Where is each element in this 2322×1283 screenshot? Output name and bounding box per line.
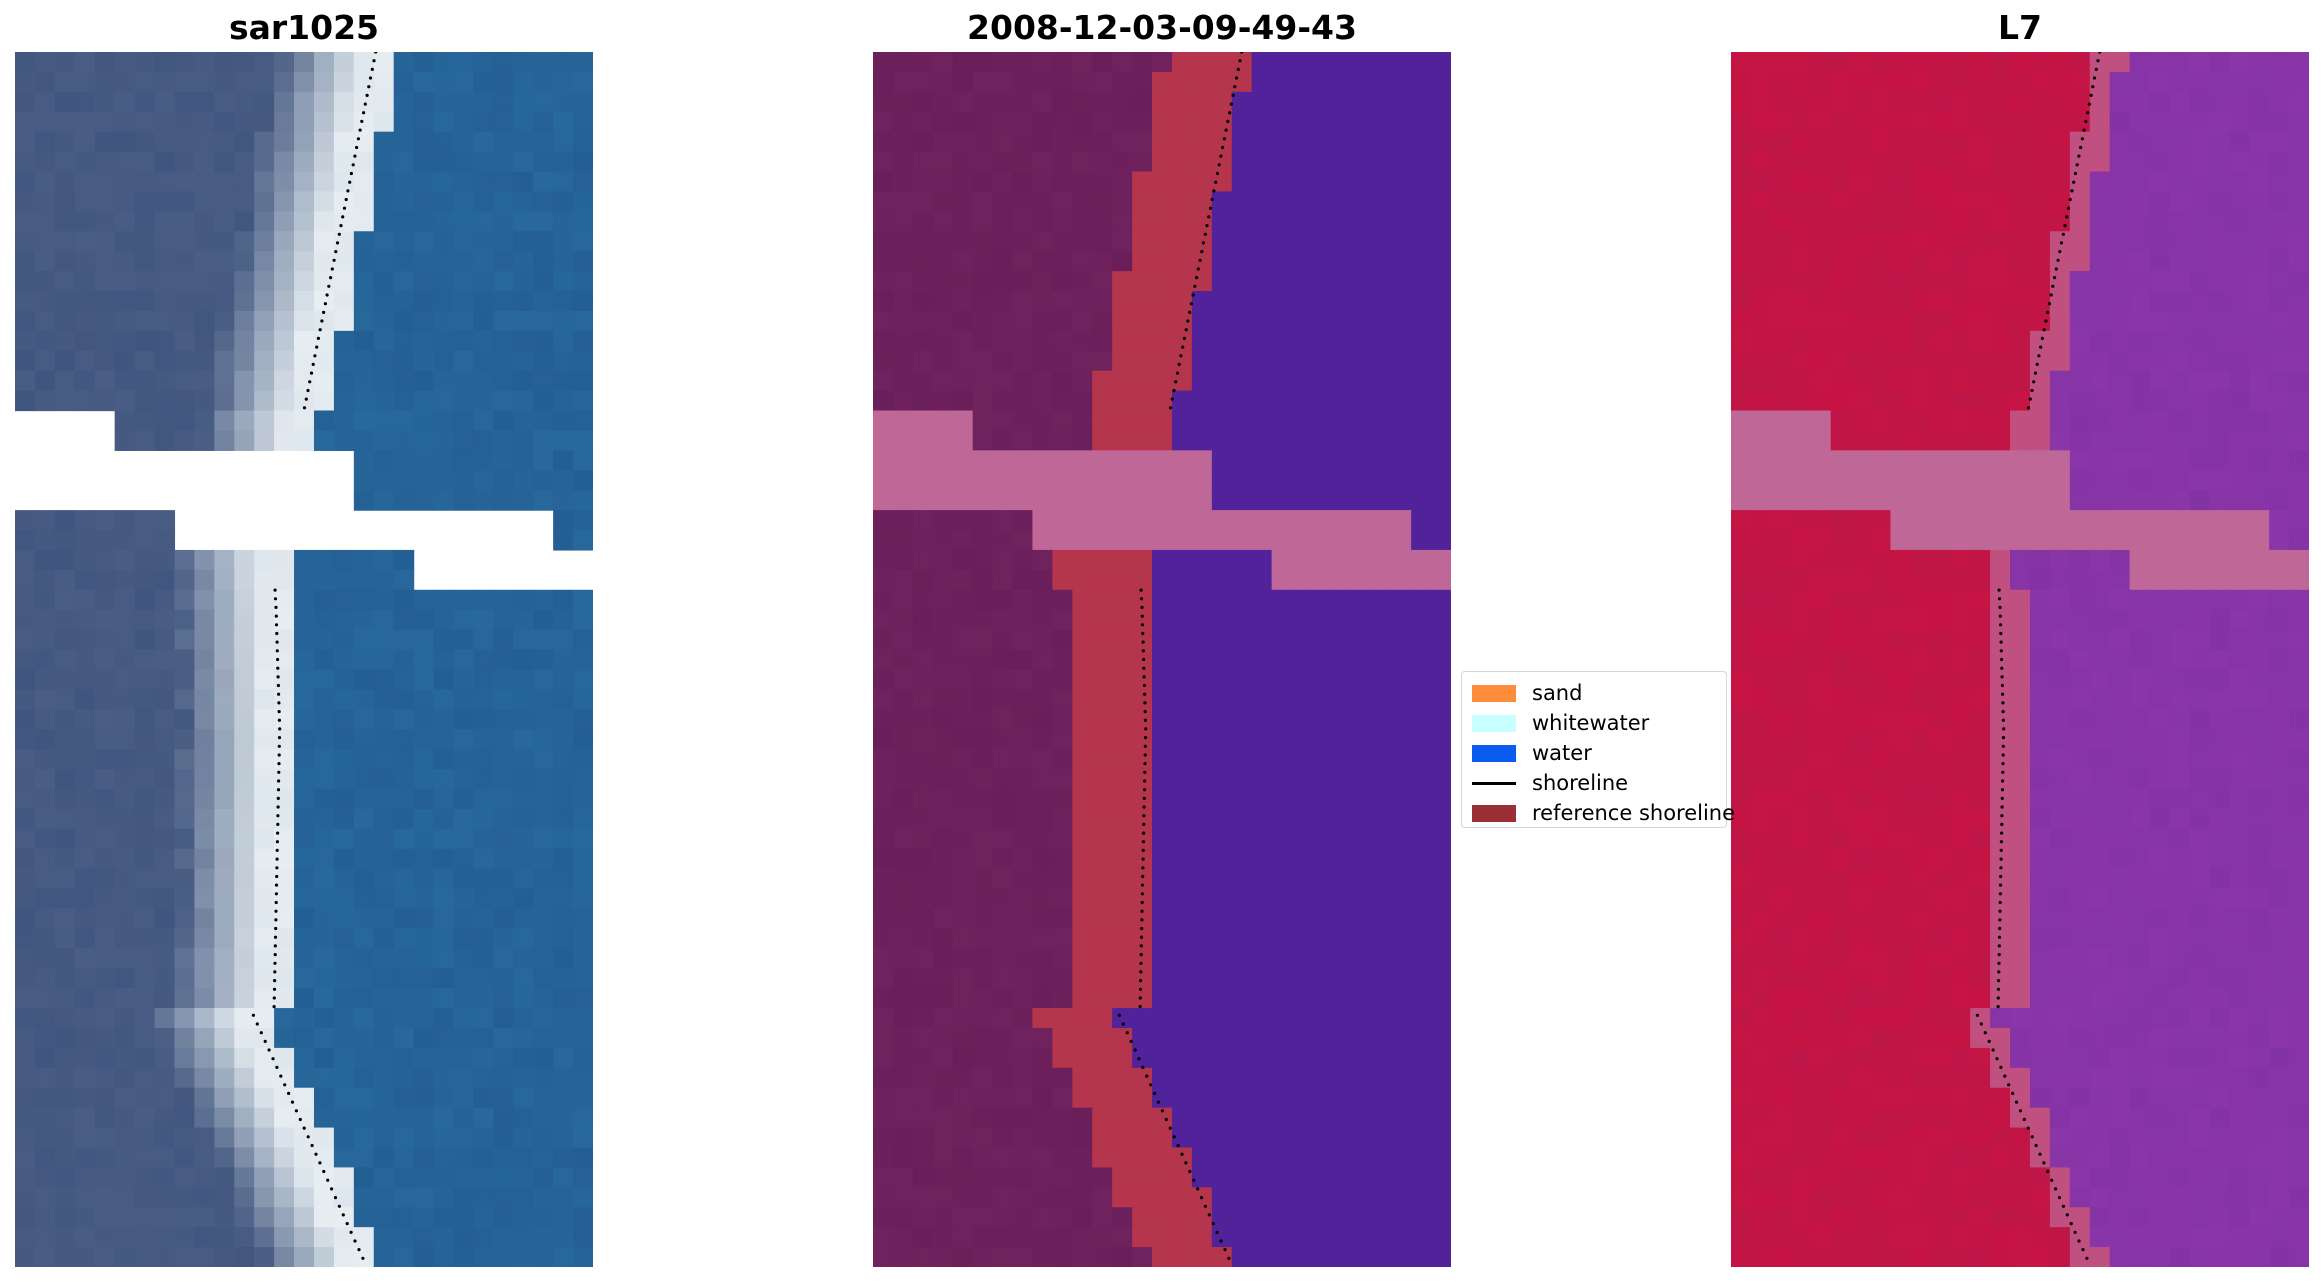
whitewater-swatch (1472, 714, 1516, 732)
legend-label: sand (1532, 681, 1583, 705)
legend: sand whitewater water shoreline referenc… (1461, 671, 1735, 828)
title-l7: L7 (1998, 8, 2042, 47)
sand-swatch (1472, 684, 1516, 702)
reference-shoreline-swatch (1472, 804, 1516, 822)
legend-label: whitewater (1532, 711, 1650, 735)
title-sar1025: sar1025 (228, 8, 380, 47)
legend-label: shoreline (1532, 771, 1629, 795)
title-date: 2008-12-03-09-49-43 (967, 8, 1357, 47)
legend-item-reference-shoreline: reference shoreline (1472, 798, 1735, 828)
legend-label: water (1532, 741, 1592, 765)
rgb-image-panel (15, 52, 593, 1267)
shoreline-swatch (1472, 781, 1516, 785)
classified-image-panel (873, 52, 1451, 1267)
legend-label: reference shoreline (1532, 801, 1736, 825)
ndwi-image-panel (1731, 52, 2309, 1267)
legend-item-sand: sand (1472, 678, 1716, 708)
legend-item-water: water (1472, 738, 1716, 768)
water-swatch (1472, 744, 1516, 762)
legend-item-shoreline: shoreline (1472, 768, 1716, 798)
legend-item-whitewater: whitewater (1472, 708, 1716, 738)
